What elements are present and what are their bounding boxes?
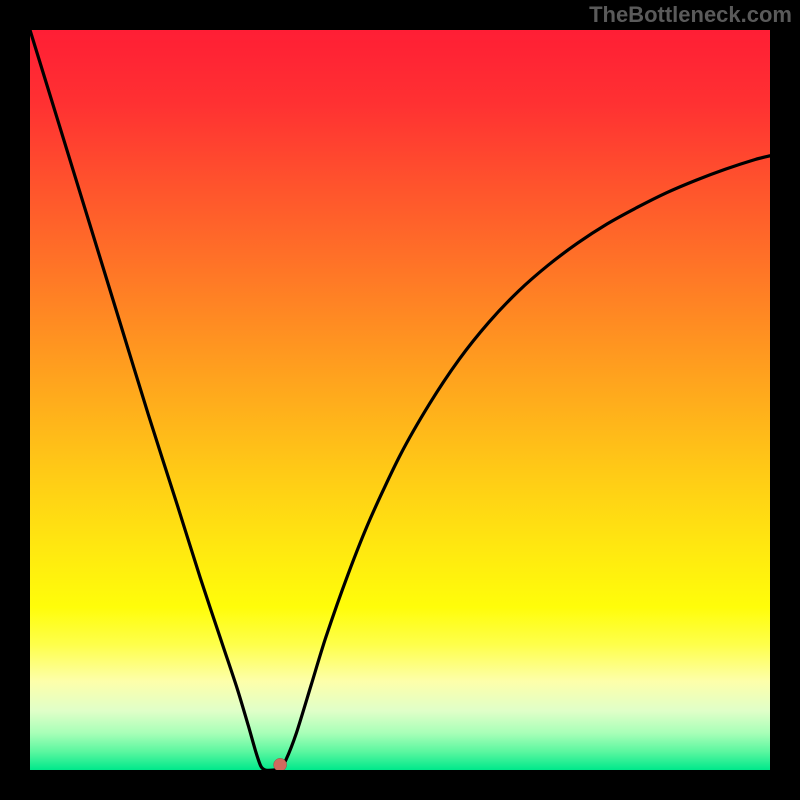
watermark-text: TheBottleneck.com	[589, 2, 792, 28]
gradient-background	[30, 30, 770, 770]
optimum-marker	[274, 758, 287, 770]
chart-container: TheBottleneck.com	[0, 0, 800, 800]
plot-svg	[30, 30, 770, 770]
plot-area	[30, 30, 770, 770]
